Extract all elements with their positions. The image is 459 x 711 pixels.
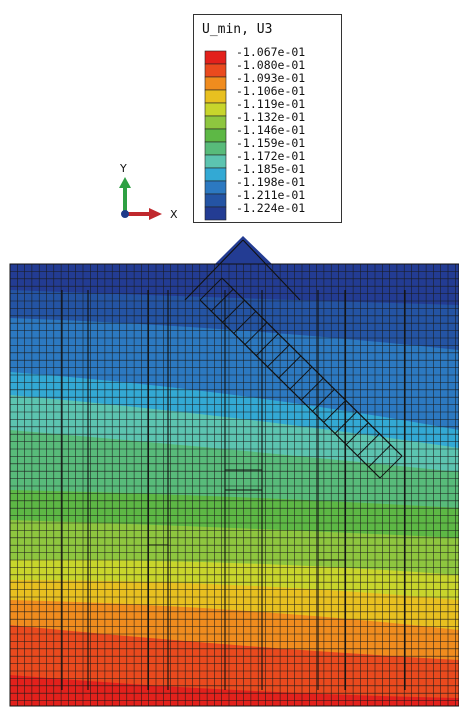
legend-label: -1.159e-01: [236, 136, 305, 150]
legend-swatch: [205, 129, 226, 142]
legend-swatch: [205, 168, 226, 181]
legend-label: -1.132e-01: [236, 110, 305, 124]
legend-label: -1.093e-01: [236, 71, 305, 85]
legend-swatch: [205, 116, 226, 129]
legend-label: -1.185e-01: [236, 162, 305, 176]
legend-label: -1.067e-01: [236, 45, 305, 59]
axis-triad: Y X: [108, 157, 188, 227]
x-arrow-head: [149, 208, 162, 220]
legend-label: -1.119e-01: [236, 97, 305, 111]
legend-label: -1.080e-01: [236, 58, 305, 72]
legend-label: -1.106e-01: [236, 84, 305, 98]
contour-bands: [10, 264, 459, 706]
legend-swatch: [205, 194, 226, 207]
legend-swatch: [205, 64, 226, 77]
legend-swatch: [205, 77, 226, 90]
legend-label: -1.146e-01: [236, 123, 305, 137]
legend-label: -1.198e-01: [236, 175, 305, 189]
legend-swatch: [205, 155, 226, 168]
x-axis-label: X: [170, 208, 178, 221]
legend: U_min, U3 -1.067e-01 -1.080e-01 -1.093e-01…: [193, 14, 342, 223]
legend-swatch: [205, 51, 226, 64]
y-axis-label: Y: [119, 162, 127, 175]
legend-swatch: [205, 207, 226, 220]
legend-swatch: [205, 103, 226, 116]
y-arrow-head: [119, 177, 131, 188]
legend-label: -1.224e-01: [236, 201, 305, 215]
legend-label: -1.211e-01: [236, 188, 305, 202]
legend-label: -1.172e-01: [236, 149, 305, 163]
legend-swatch: [205, 142, 226, 155]
legend-swatch: [205, 181, 226, 194]
legend-swatch: [205, 90, 226, 103]
origin-marker: [121, 210, 129, 218]
